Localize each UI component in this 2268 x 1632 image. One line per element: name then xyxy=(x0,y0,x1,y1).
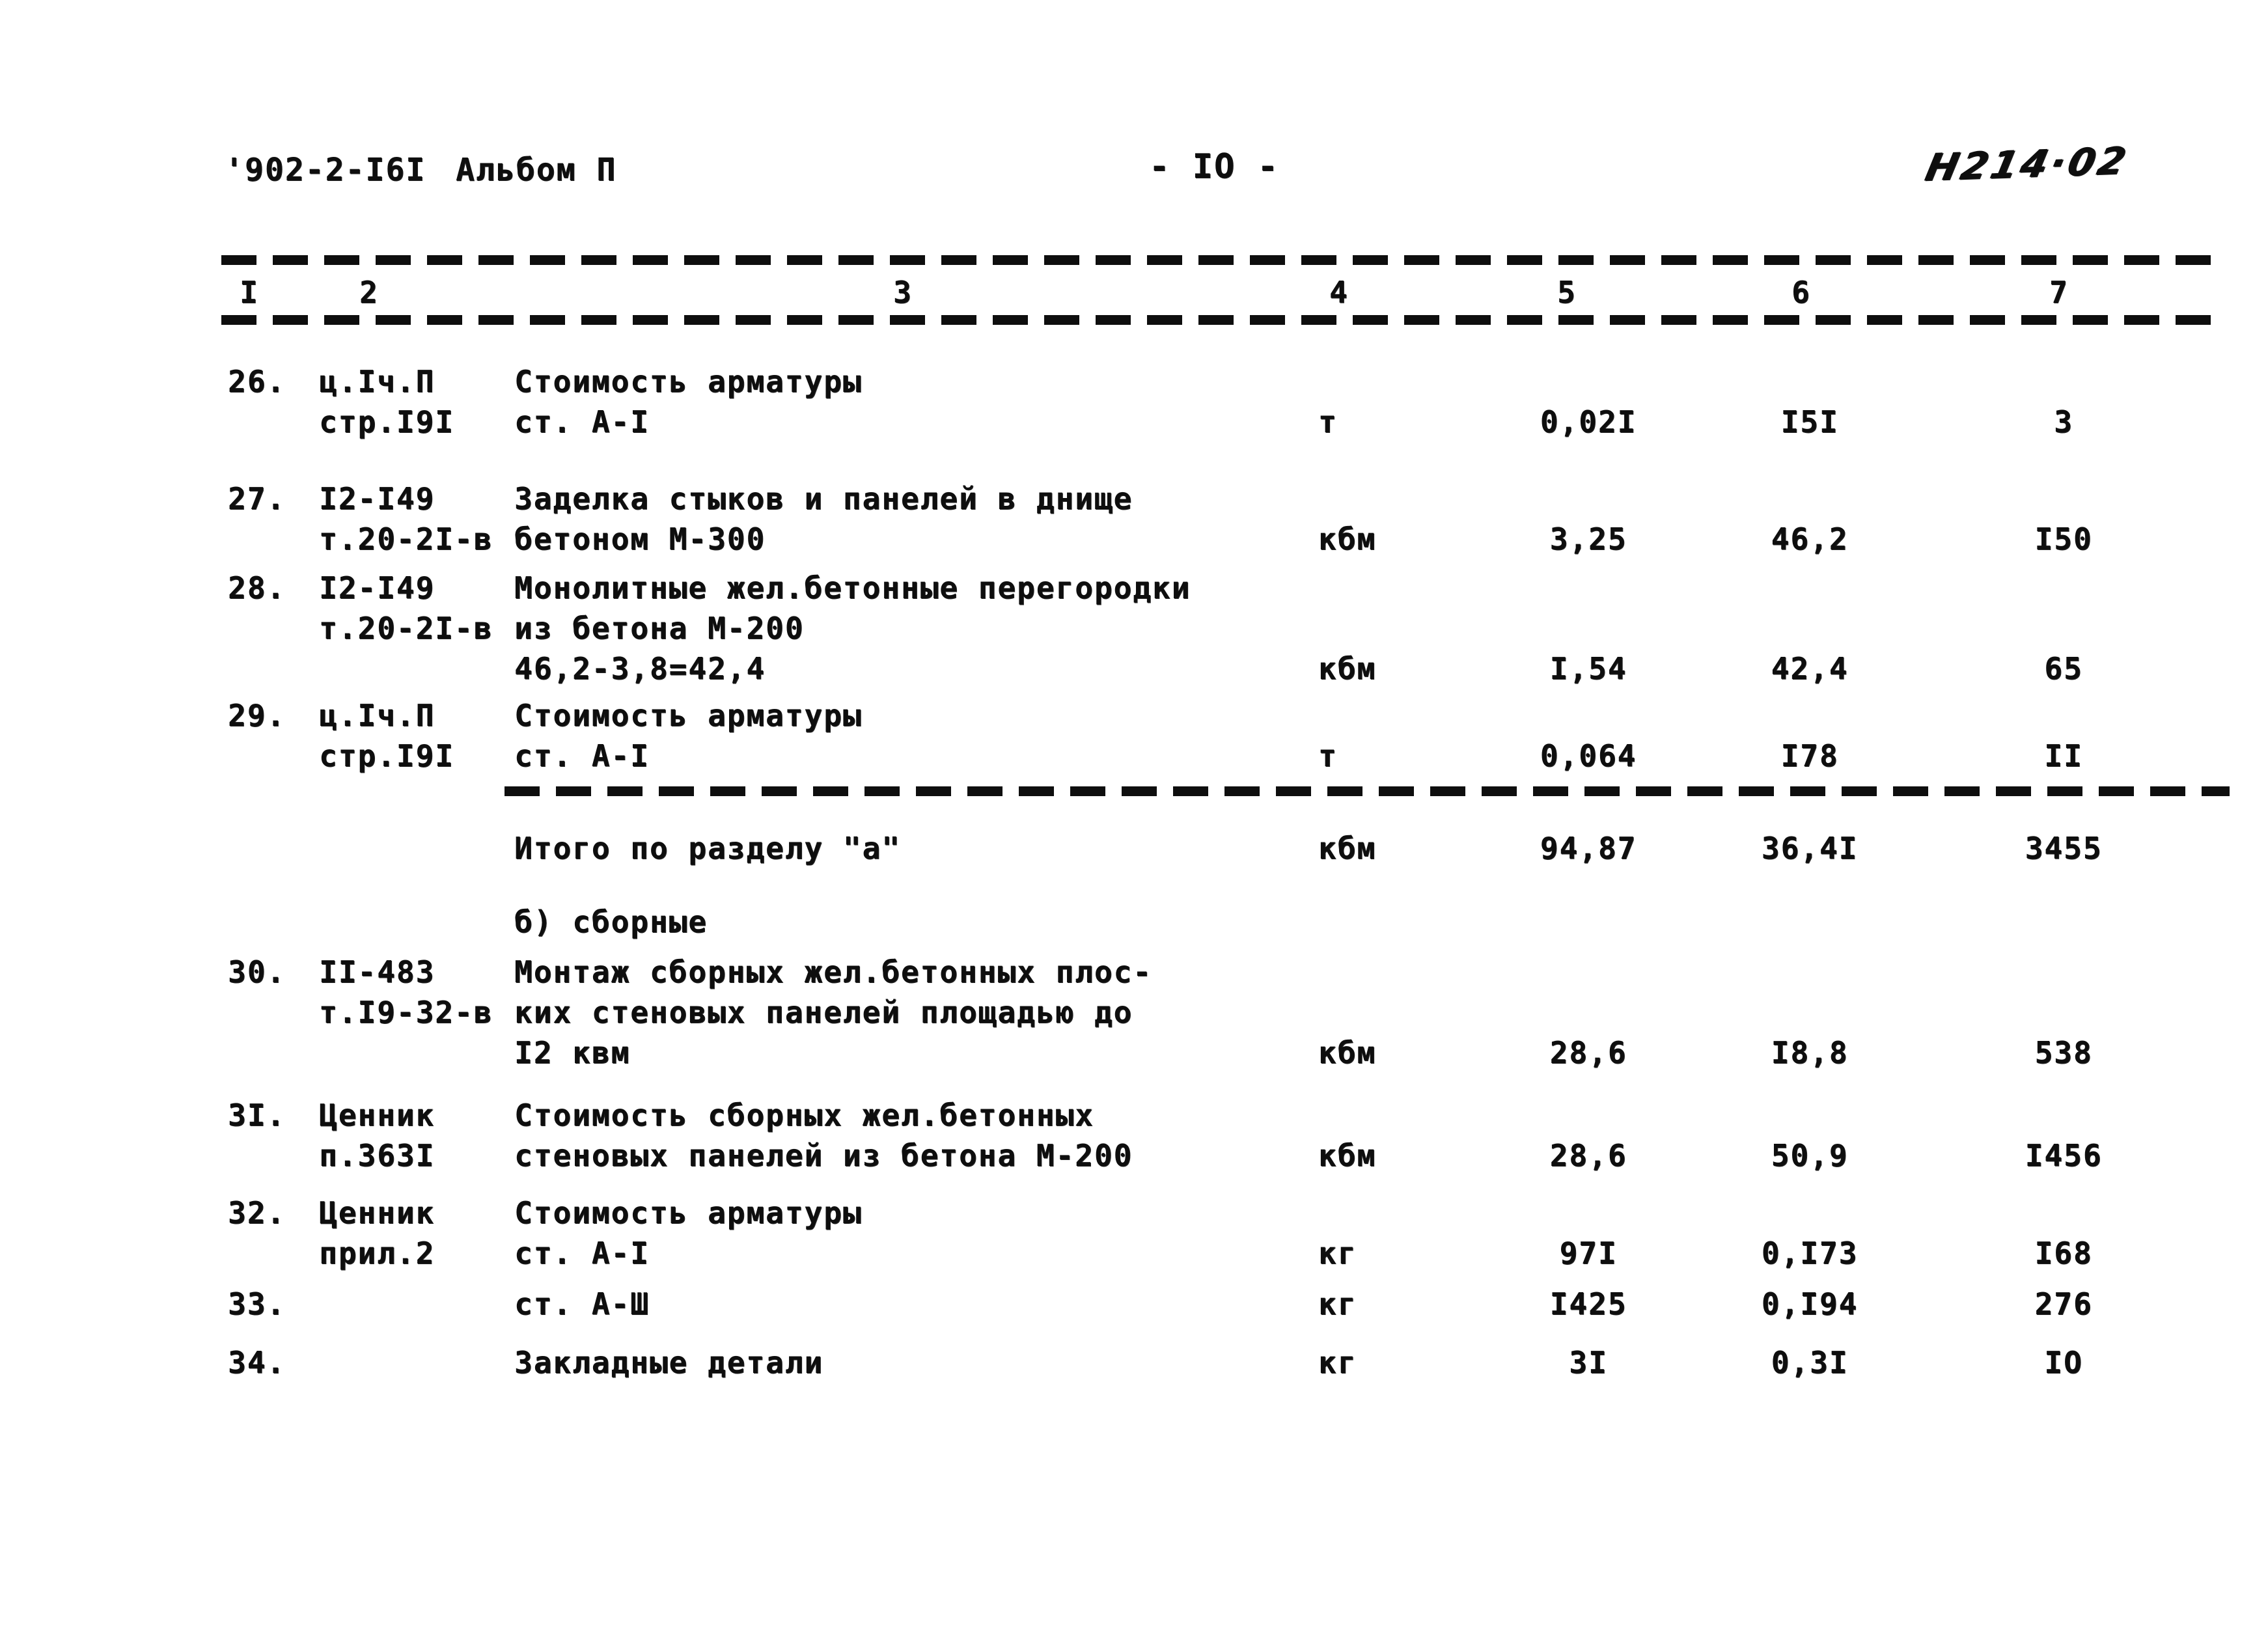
column-number-5: 5 xyxy=(1557,275,1577,310)
column-number-1: I xyxy=(240,275,259,310)
handwritten-mark: Н214·02 xyxy=(1921,138,2133,190)
unit-cost-cell: 36,4I xyxy=(1761,831,1859,866)
total-cell: 276 xyxy=(2034,1286,2093,1321)
total-cell: IO xyxy=(2044,1345,2083,1380)
unit-cost-cell: 0,I94 xyxy=(1761,1286,1859,1321)
reference-cell: I2-I49 т.20-2I-в xyxy=(319,570,493,646)
total-cell: 3455 xyxy=(2025,831,2103,866)
table-top-dashed-rule xyxy=(221,255,2225,265)
reference-cell: ц.Iч.П стр.I9I xyxy=(319,698,454,773)
unit-cost-cell: 0,3I xyxy=(1771,1345,1849,1380)
total-cell: II xyxy=(2044,738,2083,773)
document-code: '902-2-I6I xyxy=(225,152,426,188)
unit-cell: кбм xyxy=(1318,651,1377,686)
unit-cell: кбм xyxy=(1318,831,1377,866)
description-cell: Монтаж сборных жел.бетонных плос- ких ст… xyxy=(514,954,1152,1070)
unit-cell: т xyxy=(1318,404,1338,439)
row-number-cell: 32. xyxy=(228,1195,286,1230)
row-number-cell: 30. xyxy=(228,954,286,989)
unit-cost-cell: I8,8 xyxy=(1771,1035,1849,1070)
unit-cell: кг xyxy=(1318,1286,1357,1321)
reference-cell: Ценник п.363I xyxy=(319,1098,436,1173)
description-cell: Монолитные жел.бетонные перегородки из б… xyxy=(514,570,1191,686)
quantity-cell: 0,064 xyxy=(1540,738,1637,773)
reference-cell: I2-I49 т.20-2I-в xyxy=(319,481,493,557)
table-header-dashed-rule xyxy=(221,315,2225,325)
unit-cost-cell: 50,9 xyxy=(1771,1138,1849,1173)
section-total-label: Итого по разделу "а" xyxy=(514,831,901,866)
quantity-cell: I,54 xyxy=(1549,651,1627,686)
description-cell: ст. А-Ш xyxy=(514,1286,650,1321)
unit-cost-cell: I78 xyxy=(1780,738,1839,773)
total-cell: 538 xyxy=(2034,1035,2093,1070)
page-number: - IO - xyxy=(1149,147,1279,186)
column-number-3: 3 xyxy=(893,275,913,310)
description-cell: Закладные детали xyxy=(514,1345,824,1380)
reference-cell: II-483 т.I9-32-в xyxy=(319,954,493,1030)
description-cell: Заделка стыков и панелей в днище бетоном… xyxy=(514,481,1133,557)
quantity-cell: 3I xyxy=(1569,1345,1608,1380)
row-number-cell: 28. xyxy=(228,570,286,605)
quantity-cell: 28,6 xyxy=(1549,1138,1627,1173)
unit-cost-cell: 42,4 xyxy=(1771,651,1849,686)
row-number-cell: 27. xyxy=(228,481,286,516)
column-number-2: 2 xyxy=(359,275,379,310)
quantity-cell: 3,25 xyxy=(1549,521,1627,557)
description-cell: Стоимость сборных жел.бетонных стеновых … xyxy=(514,1098,1133,1173)
section-separator-dashed-rule xyxy=(505,786,2230,796)
unit-cost-cell: I5I xyxy=(1780,404,1839,439)
unit-cell: кг xyxy=(1318,1236,1357,1271)
unit-cost-cell: 0,I73 xyxy=(1761,1236,1859,1271)
description-cell: Стоимость арматуры ст. А-I xyxy=(514,1195,863,1271)
row-number-cell: 33. xyxy=(228,1286,286,1321)
quantity-cell: 97I xyxy=(1559,1236,1618,1271)
row-number-cell: 29. xyxy=(228,698,286,733)
quantity-cell: I425 xyxy=(1549,1286,1627,1321)
row-number-cell: 34. xyxy=(228,1345,286,1380)
unit-cell: кбм xyxy=(1318,1035,1377,1070)
album-label: Альбом П xyxy=(456,152,617,188)
quantity-cell: 0,02I xyxy=(1540,404,1637,439)
reference-cell: Ценник прил.2 xyxy=(319,1195,436,1271)
description-cell: Стоимость арматуры ст. А-I xyxy=(514,698,863,773)
column-number-6: 6 xyxy=(1791,275,1811,310)
unit-cell: т xyxy=(1318,738,1338,773)
total-cell: 3 xyxy=(2054,404,2073,439)
unit-cell: кг xyxy=(1318,1345,1357,1380)
total-cell: I456 xyxy=(2025,1138,2103,1173)
column-number-4: 4 xyxy=(1329,275,1349,310)
unit-cell: кбм xyxy=(1318,521,1377,557)
row-number-cell: 3I. xyxy=(228,1098,286,1133)
total-cell: I68 xyxy=(2034,1236,2093,1271)
description-cell: Стоимость арматуры ст. А-I xyxy=(514,364,863,439)
quantity-cell: 28,6 xyxy=(1549,1035,1627,1070)
total-cell: 65 xyxy=(2044,651,2083,686)
unit-cost-cell: 46,2 xyxy=(1771,521,1849,557)
column-number-7: 7 xyxy=(2049,275,2069,310)
subsection-label: б) сборные xyxy=(514,904,708,939)
row-number-cell: 26. xyxy=(228,364,286,399)
quantity-cell: 94,87 xyxy=(1540,831,1637,866)
reference-cell: ц.Iч.П стр.I9I xyxy=(319,364,454,439)
unit-cell: кбм xyxy=(1318,1138,1377,1173)
total-cell: I50 xyxy=(2034,521,2093,557)
